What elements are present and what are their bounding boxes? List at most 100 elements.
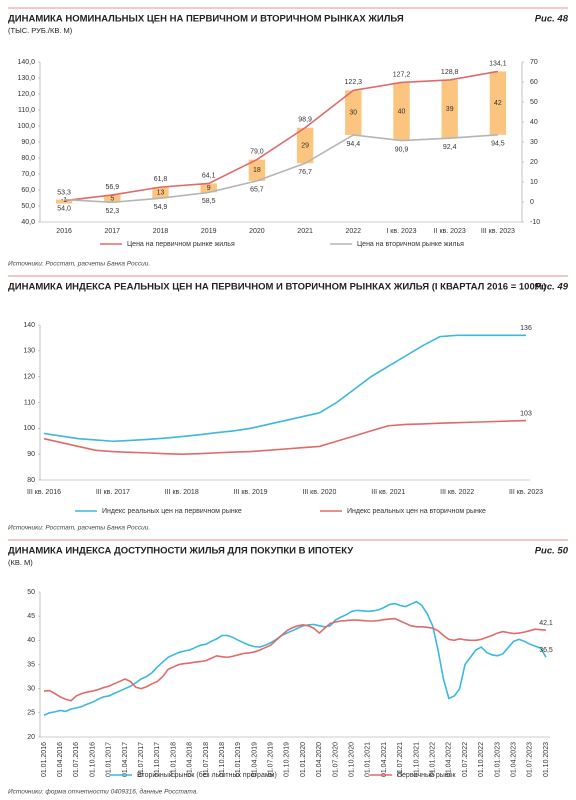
data-label: 94,5 <box>491 141 505 148</box>
y-tick-label: 25 <box>27 710 35 717</box>
x-tick-label: 01.10.2022 <box>478 742 485 777</box>
x-tick-label: III кв. 2020 <box>302 489 336 496</box>
chart-title: ДИНАМИКА НОМИНАЛЬНЫХ ЦЕН НА ПЕРВИЧНОМ И … <box>8 14 404 25</box>
x-tick-label: 01.01.2020 <box>300 742 307 777</box>
x-tick-label: 01.04.2019 <box>251 742 258 777</box>
x-tick-label: 01.07.2018 <box>203 742 210 777</box>
y-tick-label: 50 <box>27 589 35 596</box>
premium-bar <box>55 199 73 204</box>
premium-label: 30 <box>349 109 357 116</box>
chart-title: ДИНАМИКА ИНДЕКСА РЕАЛЬНЫХ ЦЕН НА ПЕРВИЧН… <box>8 282 546 293</box>
y-tick-label: 110 <box>24 399 35 406</box>
x-tick-label: III кв. 2023 <box>481 228 515 235</box>
x-tick-label: I кв. 2023 <box>386 228 416 235</box>
data-label: 76,7 <box>298 169 312 176</box>
x-tick-label: III кв. 2016 <box>27 489 61 496</box>
legend-label: Цена на первичном рынке жилья <box>127 241 235 248</box>
x-tick-label: 01.07.2020 <box>332 742 339 777</box>
y-tick-label: 130,0 <box>17 75 35 82</box>
premium-label: 40 <box>398 108 406 115</box>
x-tick-label: 2022 <box>346 228 362 235</box>
x-tick-label: 01.10.2020 <box>349 742 356 777</box>
x-tick-label: 01.04.2018 <box>187 742 194 777</box>
y-tick-label: 90 <box>27 451 35 458</box>
data-label: 65,7 <box>250 187 264 194</box>
source: Источники: Росстат, расчеты Банка России… <box>8 261 150 268</box>
premium-bar <box>200 183 217 193</box>
x-tick-label: 2019 <box>201 228 217 235</box>
y-tick-label: 60,0 <box>21 187 35 194</box>
y-tick-label: 20 <box>27 734 35 741</box>
series-line <box>43 334 526 443</box>
legend-label: Индекс реальных цен на первичном рынке <box>102 508 242 515</box>
x-tick-label: 01.07.2017 <box>138 742 145 777</box>
y-tick-label: 140,0 <box>17 59 35 66</box>
x-tick-label: III кв. 2023 <box>509 489 543 496</box>
data-label: 94,4 <box>346 141 360 148</box>
y-tick-label: 100 <box>23 425 35 432</box>
data-label: 53,3 <box>57 190 71 197</box>
x-tick-label: 2018 <box>153 228 169 235</box>
series-line <box>43 419 527 455</box>
y-tick-label: 110,0 <box>18 107 35 114</box>
source: Источники: форма отчетности 0409316, дан… <box>8 788 198 796</box>
data-label: 54,9 <box>154 204 168 211</box>
y2-tick-label: 0 <box>530 199 534 206</box>
x-tick-label: 2021 <box>297 228 313 235</box>
data-label: 36,5 <box>539 647 553 654</box>
data-label: 92,4 <box>443 144 457 151</box>
y2-tick-label: -10 <box>530 219 540 226</box>
y2-tick-label: 10 <box>530 179 538 186</box>
y-tick-label: 120,0 <box>17 91 35 98</box>
x-tick-label: 01.10.2016 <box>89 742 96 777</box>
y-tick-label: 100,0 <box>17 123 35 130</box>
data-label: 79,0 <box>250 148 264 155</box>
x-tick-label: II кв. 2023 <box>434 228 466 235</box>
x-tick-label: 01.07.2022 <box>462 742 469 777</box>
x-tick-label: 01.10.2021 <box>413 742 420 777</box>
premium-bar <box>104 194 121 203</box>
x-tick-label: 01.04.2020 <box>316 742 323 777</box>
y-tick-label: 50,0 <box>21 203 35 210</box>
series-line <box>64 134 498 204</box>
y-tick-label: 35 <box>27 661 35 668</box>
premium-bar <box>441 79 458 139</box>
x-tick-label: 01.01.2016 <box>41 742 48 777</box>
x-tick-label: 2016 <box>56 228 72 235</box>
data-label: 122,3 <box>345 79 363 86</box>
premium-label: 5 <box>110 195 114 202</box>
x-tick-label: 01.01.2023 <box>494 742 501 777</box>
series-line <box>43 600 547 716</box>
x-tick-label: III кв. 2022 <box>440 489 474 496</box>
premium-bar <box>489 71 507 135</box>
x-tick-label: 01.07.2023 <box>527 742 534 777</box>
y-tick-label: 140 <box>23 322 35 329</box>
x-tick-label: 01.01.2022 <box>429 742 436 777</box>
data-label: 90,9 <box>395 146 409 153</box>
y2-tick-label: 30 <box>530 139 538 146</box>
data-label: 98,9 <box>298 117 312 124</box>
y-tick-label: 30 <box>27 686 35 693</box>
series-line <box>43 617 547 702</box>
x-tick-label: 01.10.2023 <box>543 742 550 777</box>
x-tick-label: 2020 <box>249 228 265 235</box>
premium-label: 9 <box>207 185 211 192</box>
x-tick-label: 01.07.2016 <box>73 742 80 777</box>
y-tick-label: 130 <box>23 348 35 355</box>
legend-label: Вторичный рынок (без льготных программ) <box>137 771 277 779</box>
y2-tick-label: 70 <box>530 59 538 66</box>
x-tick-label: 01.07.2021 <box>397 742 404 777</box>
y-tick-label: 90,0 <box>21 139 35 146</box>
y2-tick-label: 40 <box>530 119 538 126</box>
x-tick-label: 01.01.2019 <box>235 742 242 777</box>
data-label: 103 <box>520 410 532 417</box>
y-tick-label: 80 <box>27 477 35 484</box>
premium-label: 29 <box>301 142 309 149</box>
x-tick-label: 01.10.2017 <box>154 742 161 777</box>
y2-tick-label: 20 <box>530 159 538 166</box>
data-label: 128,8 <box>441 69 459 76</box>
data-label: 134,1 <box>489 60 507 67</box>
premium-label: 42 <box>494 100 502 107</box>
x-tick-label: 2017 <box>105 228 121 235</box>
